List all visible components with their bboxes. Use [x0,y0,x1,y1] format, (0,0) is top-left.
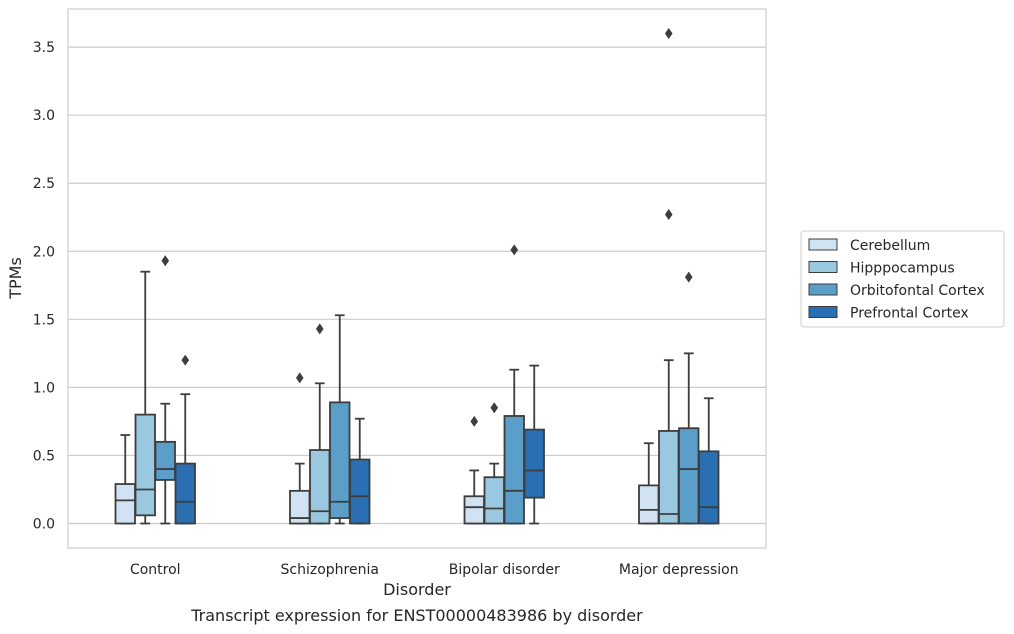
outlier-point [664,209,673,221]
box [503,244,525,525]
legend-label: Prefrontal Cortex [850,306,969,322]
box-body [523,428,545,499]
figure-caption: Transcript expression for ENST0000048398… [191,606,643,625]
y-tick-label: 2.0 [33,244,55,260]
y-tick-label: 3.5 [33,40,55,56]
legend-label: Orbitofontal Cortex [850,283,985,299]
box-body [154,440,176,481]
y-tick-label: 3.0 [33,108,55,124]
legend: Cerebellum Hipppocampus Orbitofontal Corte… [800,230,1005,328]
box [483,402,505,525]
box-body [658,430,680,525]
legend-label: Hipppocampus [850,261,955,277]
box-body [463,495,485,525]
legend-swatch [808,306,838,318]
box [463,415,485,525]
x-tick-label: Control [130,562,181,578]
outlier-point [684,271,693,283]
box [289,372,311,525]
legend-label: Cerebellum [850,238,930,254]
box-body [309,449,331,525]
box [309,323,331,525]
box-body [174,462,196,525]
x-axis: Control Schizophrenia Bipolar disorder Majo… [130,562,739,578]
outlier-point [510,244,519,256]
legend-frame [800,230,1005,328]
outlier-point [315,323,324,335]
box-body [114,483,136,525]
box-body [503,415,525,525]
box [329,314,351,525]
series-prefrontal-cortex [174,354,720,525]
box [523,364,545,525]
box-body [349,458,371,525]
y-tick-label: 0.0 [33,517,55,533]
x-tick-label: Major depression [619,562,739,578]
outlier-point [490,402,499,414]
y-tick-label: 2.5 [33,176,55,192]
box-body [483,476,505,525]
series-hipppocampus [134,28,680,525]
x-tick-label: Bipolar disorder [449,562,560,578]
box-body [134,413,156,517]
gridlines [68,46,766,525]
box-body [678,427,700,525]
box [174,354,196,525]
box-series [114,28,720,525]
y-axis-label: TPMs [6,257,25,300]
y-axis: 0.0 0.5 1.0 1.5 2.0 2.5 3.0 3.5 [33,40,55,532]
box [349,417,371,525]
series-orbitofontal-cortex [154,244,700,525]
outlier-point [470,415,479,427]
x-axis-label: Disorder [383,580,451,599]
outlier-point [295,372,304,384]
legend-swatch [808,261,838,273]
box [134,270,156,525]
box-body [329,401,351,519]
y-tick-label: 1.0 [33,380,55,396]
outlier-point [161,255,170,267]
plot-frame [67,8,767,549]
legend-swatch [808,238,838,251]
box-body [638,484,660,525]
box [658,28,680,525]
box [154,255,176,525]
y-tick-label: 0.5 [33,448,55,464]
x-tick-label: Schizophrenia [281,562,379,578]
series-cerebellum [114,372,660,525]
box-body [698,450,720,525]
box [678,271,700,525]
y-tick-label: 1.5 [33,312,55,328]
outlier-point [181,354,190,366]
legend-swatch [808,283,838,296]
box [698,397,720,525]
outlier-point [664,28,673,39]
box [114,434,136,525]
